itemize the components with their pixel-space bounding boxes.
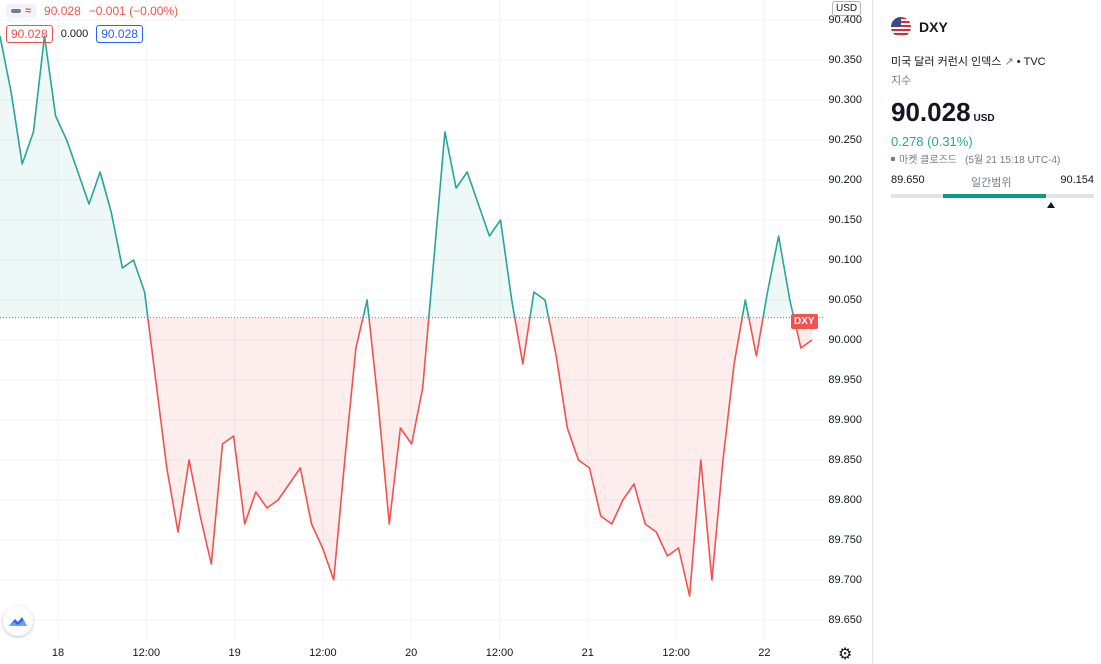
panel-divider[interactable] [872, 0, 873, 664]
tradingview-logo-icon[interactable] [3, 606, 33, 636]
price-axis-label: 90.100 [828, 254, 862, 266]
time-axis-label: 12:00 [485, 647, 514, 659]
price-axis-label: 90.050 [828, 294, 862, 306]
symbol-header[interactable]: DXY [891, 17, 948, 37]
price-axis-label: 90.400 [828, 14, 862, 26]
time-axis-label: 12:00 [309, 647, 337, 659]
time-axis-label: 20 [405, 647, 418, 659]
price-axis-label: 89.650 [828, 614, 862, 626]
time-axis-label: 21 [581, 647, 594, 659]
symbol-description: 미국 달러 커런시 인덱스 ↗ • TVC [891, 53, 1046, 69]
series-line-up [0, 35, 795, 318]
area-fill-down [147, 317, 812, 596]
price-axis-label: 90.150 [828, 214, 862, 226]
time-axis[interactable]: 18 12:00 19 12:00 20 12:00 21 12:00 22 [0, 640, 824, 664]
price-axis-label: 89.700 [828, 574, 862, 586]
legend-baseline-box[interactable]: 90.028 [96, 25, 143, 43]
price-axis-label: 90.350 [828, 54, 862, 66]
price-axis-label: 90.250 [828, 134, 862, 146]
market-closed-icon [891, 156, 895, 161]
legend-change: −0.001 (−0.00%) [88, 4, 179, 18]
hide-icon[interactable] [11, 9, 21, 13]
range-bar-fill [943, 194, 1046, 198]
time-axis-label: 12:00 [132, 647, 161, 659]
price-axis-label: 90.000 [828, 334, 862, 346]
gear-icon[interactable]: ⚙ [838, 646, 853, 663]
price-axis-label: 89.950 [828, 374, 862, 386]
chart-area[interactable]: ≈ 90.028 −0.001 (−0.00%) 90.028 0.000 90… [0, 0, 824, 640]
time-axis-label: 12:00 [662, 647, 690, 659]
time-axis-label: 18 [51, 647, 65, 659]
price-axis-label: 89.850 [828, 454, 862, 466]
last-price: 90.028 USD [891, 97, 995, 128]
range-label: 일간범위 [971, 177, 1012, 189]
symbol-details-panel: DXY 미국 달러 커런시 인덱스 ↗ • TVC 지수 90.028 USD 0… [873, 0, 1101, 664]
us-flag-icon [891, 17, 911, 37]
legend-price-box: 90.028 [6, 25, 53, 43]
price-axis-label: 89.800 [828, 494, 862, 506]
range-marker-icon [1047, 202, 1056, 208]
range-high: 90.154 [1060, 174, 1094, 186]
last-price-value: 90.028 [891, 97, 971, 127]
legend-buttons[interactable]: ≈ [6, 4, 37, 18]
market-timestamp: (5월 21 15:18 UTC-4) [964, 155, 1061, 166]
wave-icon[interactable]: ≈ [25, 5, 32, 17]
chart-legend: ≈ 90.028 −0.001 (−0.00%) 90.028 0.000 90… [6, 3, 178, 43]
last-price-flag: DXY [791, 314, 818, 329]
symbol-name: DXY [919, 19, 948, 35]
description-text: 미국 달러 커런시 인덱스 [891, 56, 1002, 68]
time-axis-label: 22 [758, 647, 771, 659]
price-axis-label: 90.200 [828, 174, 862, 186]
area-fill-up [0, 36, 812, 318]
price-axis[interactable]: 90.400 90.350 90.300 90.250 90.200 90.150 90.1… [824, 0, 872, 640]
legend-mid-value: 0.000 [60, 28, 89, 40]
legend-price: 90.028 [44, 4, 81, 18]
price-axis-label: 89.750 [828, 534, 862, 546]
price-axis-label: 89.900 [828, 414, 862, 426]
market-status: 마켓 클로즈드 (5월 21 15:18 UTC-4) [891, 151, 1060, 166]
exchange-text: • TVC [1016, 56, 1046, 68]
external-link-icon[interactable]: ↗ [1004, 56, 1014, 68]
range-low: 89.650 [891, 174, 925, 186]
range-bar [891, 194, 1094, 208]
time-axis-label: 19 [228, 647, 241, 659]
last-price-currency: USD [973, 113, 995, 124]
price-chart[interactable] [0, 0, 824, 640]
symbol-type: 지수 [891, 75, 912, 87]
price-axis-label: 90.300 [828, 94, 862, 106]
currency-label[interactable]: USD [832, 1, 862, 16]
price-change: 0.278 (0.31%) [891, 134, 973, 149]
market-status-text: 마켓 클로즈드 [899, 155, 957, 166]
series-line-down [147, 317, 813, 597]
